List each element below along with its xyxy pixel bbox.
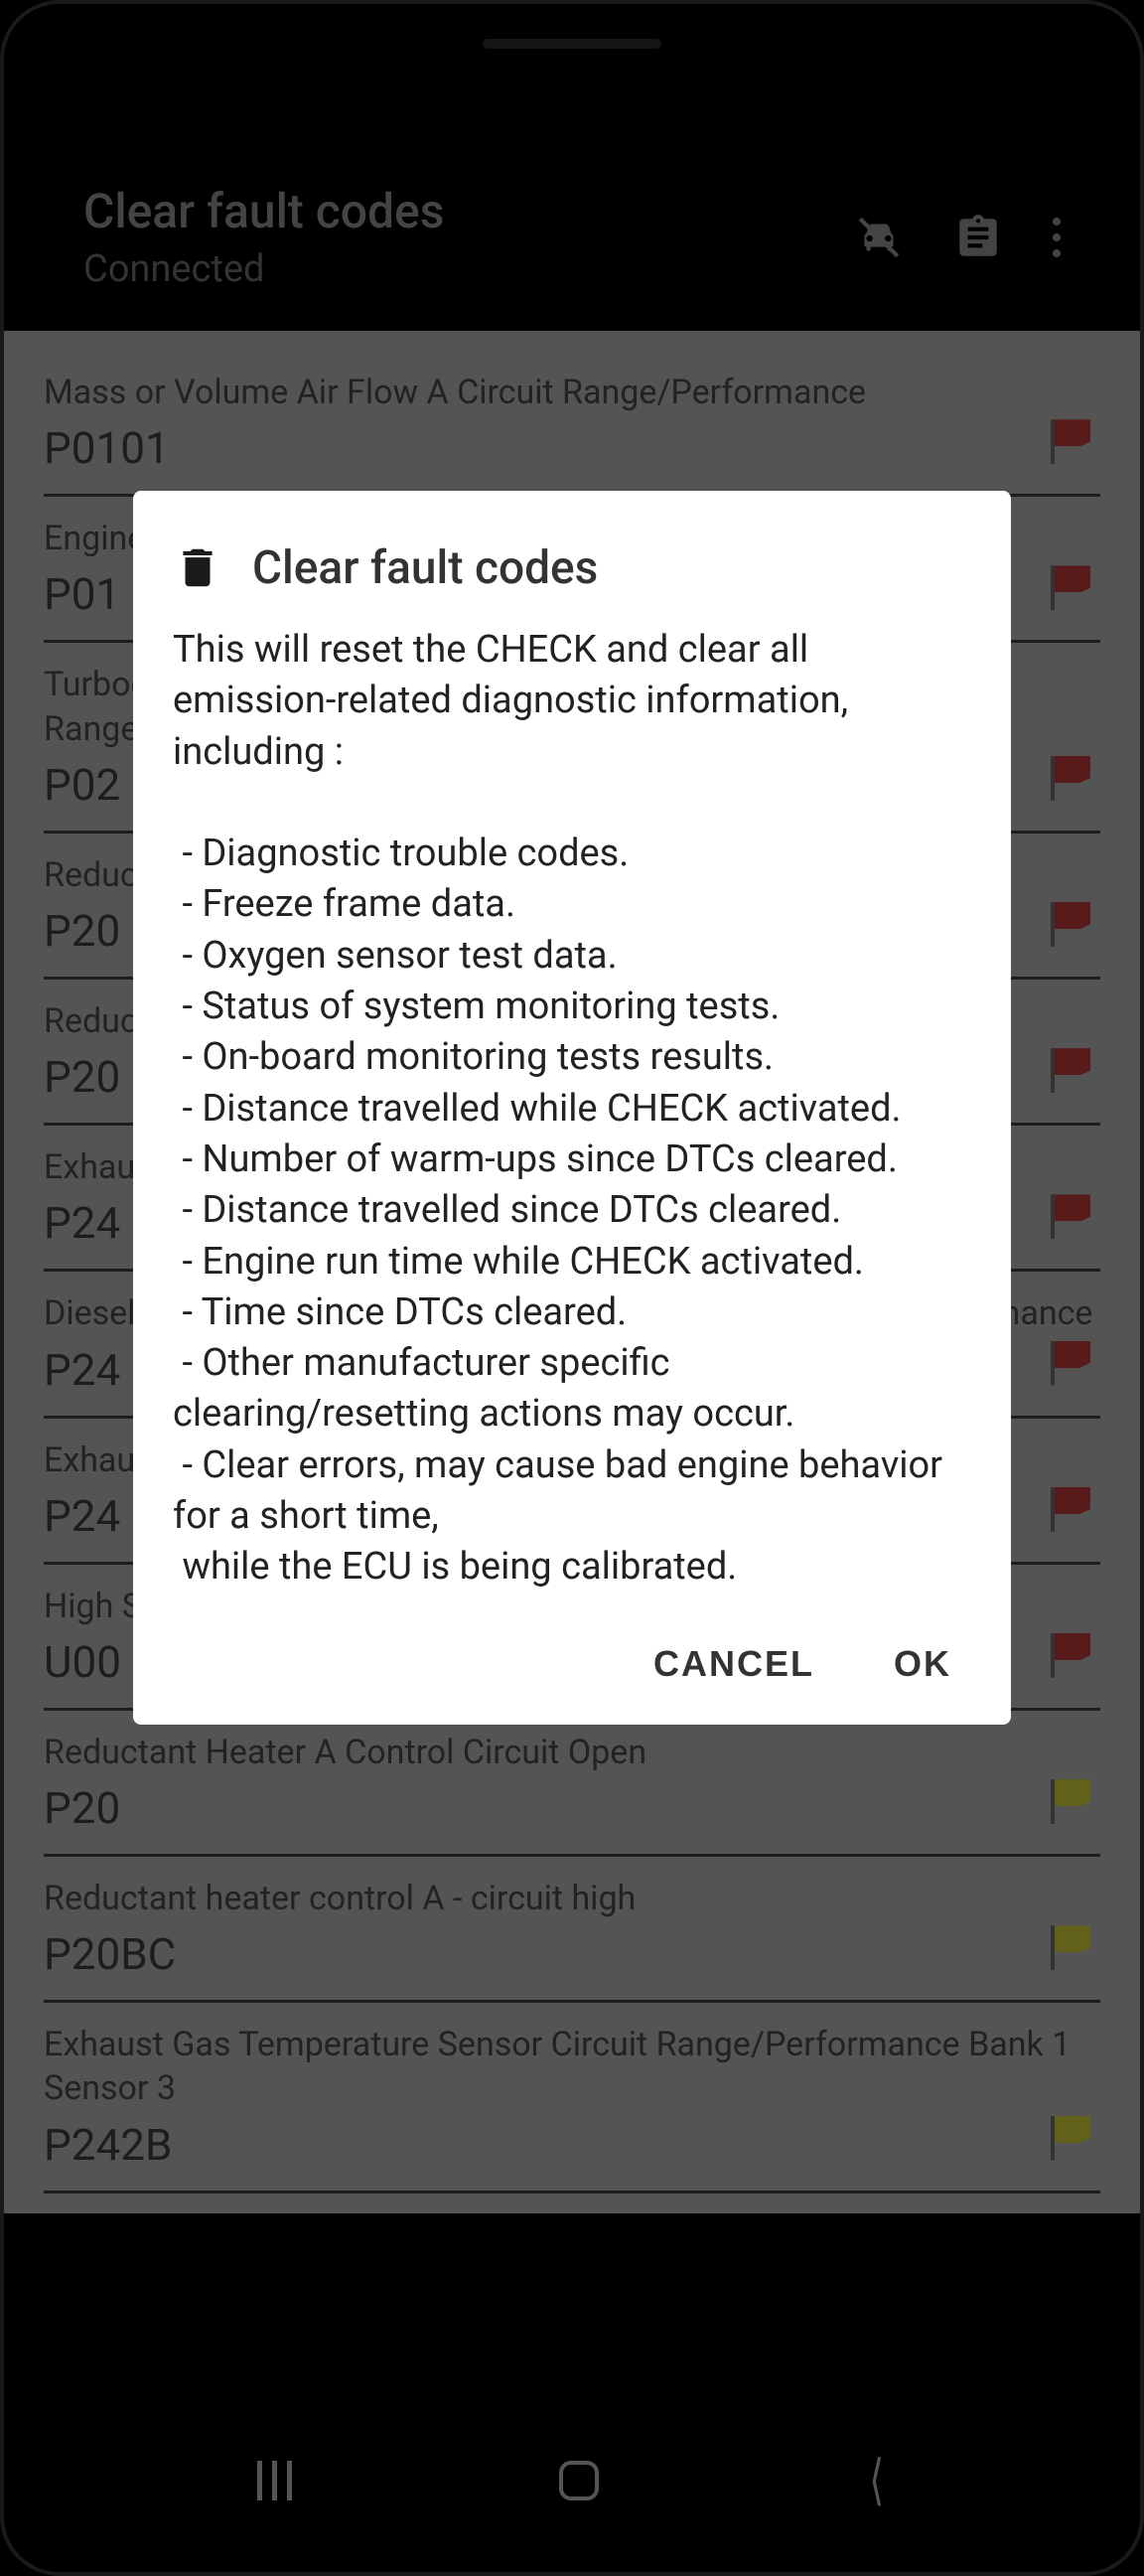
phone-frame: Clear fault codes Connected Mass or Volu…: [0, 0, 1144, 2576]
trash-icon: [173, 540, 222, 595]
clear-codes-dialog: Clear fault codes This will reset the CH…: [133, 491, 1011, 1725]
dialog-body: This will reset the CHECK and clear all …: [173, 625, 971, 1593]
cancel-button[interactable]: CANCEL: [653, 1643, 814, 1685]
ok-button[interactable]: OK: [894, 1643, 951, 1685]
dialog-title: Clear fault codes: [252, 541, 598, 595]
